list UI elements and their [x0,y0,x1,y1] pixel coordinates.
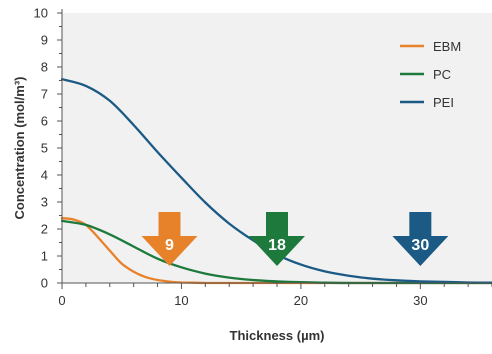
y-tick-label: 7 [41,87,48,102]
x-tick-label: 20 [294,293,308,308]
legend: EBM PC PEI [400,39,461,110]
legend-item-ebm: EBM [400,39,461,54]
arrow-shape [249,212,305,266]
x-axis-title: Thickness (µm) [230,328,325,343]
y-axis-title: Concentration (mol/m³) [12,77,27,220]
arrow-shape [141,212,198,266]
arrow-shape [392,212,449,266]
annotation-label: 30 [411,237,429,254]
legend-label: PC [433,67,451,82]
y-tick-label: 4 [41,168,48,183]
y-tick-label: 6 [41,114,48,129]
legend-label: PEI [433,95,454,110]
annotation-arrow-9: 9 [141,212,198,266]
x-tick-label: 0 [58,293,65,308]
legend-label: EBM [433,39,461,54]
x-tick-label: 10 [174,293,188,308]
legend-item-pei: PEI [400,95,454,110]
y-tick-label: 8 [41,60,48,75]
y-tick-label: 2 [41,222,48,237]
y-tick-label: 9 [41,33,48,48]
legend-item-pc: PC [400,67,451,82]
annotation-label: 18 [268,237,286,254]
x-tick-label: 30 [413,293,427,308]
y-tick-label: 0 [41,276,48,291]
annotation-arrow-18: 18 [249,212,305,266]
y-tick-label: 1 [41,249,48,264]
y-tick-label: 5 [41,141,48,156]
axes-layer: 0 1 2 3 4 5 6 7 8 9 10 0 10 20 30 [34,6,492,308]
y-tick-label: 10 [34,6,48,21]
annotation-layer: 9 18 30 [141,212,449,266]
annotation-label: 9 [165,237,174,254]
annotation-arrow-30: 30 [392,212,449,266]
y-tick-label: 3 [41,195,48,210]
